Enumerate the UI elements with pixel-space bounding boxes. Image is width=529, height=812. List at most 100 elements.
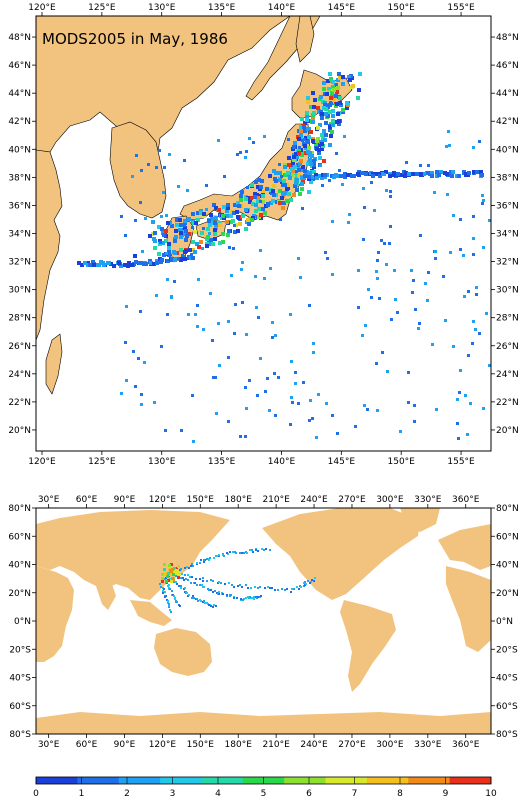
obs-cell xyxy=(181,254,184,257)
obs-cell xyxy=(164,572,167,575)
obs-cell xyxy=(307,146,311,150)
obs-cell xyxy=(427,164,430,167)
obs-cell xyxy=(439,170,443,174)
lon-tick-label: 140°E xyxy=(268,457,296,467)
obs-cell xyxy=(412,279,415,282)
lon-tick-label: 135°E xyxy=(208,3,236,13)
obs-cell xyxy=(179,223,183,227)
obs-cell xyxy=(292,193,296,197)
obs-cell xyxy=(163,166,166,169)
obs-cell xyxy=(175,601,177,603)
obs-cell xyxy=(97,263,101,267)
obs-cell xyxy=(327,87,331,91)
obs-cell xyxy=(206,580,208,582)
obs-cell xyxy=(444,319,447,322)
obs-cell xyxy=(329,77,333,81)
lon-tick-label: 140°E xyxy=(268,3,296,13)
lat-tick-label: 28°N xyxy=(496,314,519,324)
obs-cell xyxy=(303,144,307,148)
obs-cell xyxy=(191,226,194,229)
obs-cell xyxy=(229,214,233,218)
lat-tick-label: 80°S xyxy=(9,730,31,740)
obs-cell xyxy=(162,590,164,592)
obs-cell xyxy=(228,582,230,584)
obs-cell xyxy=(306,96,310,100)
obs-cell xyxy=(201,584,203,586)
obs-cell xyxy=(179,248,183,252)
obs-cell xyxy=(241,552,243,554)
obs-cell xyxy=(312,105,316,109)
obs-cell xyxy=(77,261,81,265)
obs-cell xyxy=(226,552,228,554)
obs-cell xyxy=(341,75,345,79)
obs-cell xyxy=(475,170,479,174)
obs-cell xyxy=(452,345,455,348)
obs-cell xyxy=(290,591,292,593)
obs-cell xyxy=(338,76,342,80)
obs-cell xyxy=(322,87,326,91)
obs-cell xyxy=(134,385,137,388)
lat-tick-label: 24°N xyxy=(496,370,519,380)
obs-cell xyxy=(259,586,261,588)
obs-cell xyxy=(249,596,251,598)
obs-cell xyxy=(181,573,183,575)
colorbar-label: 10 xyxy=(485,789,497,799)
colorbar-label: 4 xyxy=(215,789,221,799)
obs-cell xyxy=(168,603,170,605)
obs-cell xyxy=(299,125,303,129)
obs-cell xyxy=(252,141,255,144)
obs-cell xyxy=(209,292,212,295)
lon-tick-label: 30°E xyxy=(38,495,60,505)
obs-cell xyxy=(142,262,146,266)
lon-tick-label: 135°E xyxy=(208,457,236,467)
obs-cell xyxy=(195,578,197,580)
obs-cell xyxy=(231,584,233,586)
obs-cell xyxy=(264,390,267,393)
obs-cell xyxy=(452,214,455,217)
obs-cell xyxy=(175,581,177,583)
obs-cell xyxy=(331,114,335,118)
lat-tick-label: 20°N xyxy=(496,589,519,599)
lat-tick-label: 38°N xyxy=(8,173,31,183)
obs-cell xyxy=(237,204,241,208)
obs-cell xyxy=(92,263,96,267)
obs-cell xyxy=(170,257,174,261)
obs-cell xyxy=(414,308,417,311)
obs-cell xyxy=(176,583,178,585)
obs-cell xyxy=(134,219,137,222)
obs-cell xyxy=(188,594,190,596)
obs-cell xyxy=(184,567,186,569)
obs-cell xyxy=(147,163,150,166)
obs-cell xyxy=(301,165,305,169)
obs-cell xyxy=(293,184,297,188)
regional-map-ticks: 120°E 120°E 125°E 125°E 130°E 130°E 135°E 135°E… xyxy=(8,3,518,467)
lat-tick-label: 32°N xyxy=(496,258,519,268)
obs-cell xyxy=(226,203,230,207)
obs-cell xyxy=(229,551,231,553)
obs-cell xyxy=(233,224,236,227)
obs-cell xyxy=(475,293,478,296)
obs-cell xyxy=(292,155,296,159)
obs-cell xyxy=(227,420,230,423)
obs-cell xyxy=(380,239,383,242)
obs-cell xyxy=(306,100,310,104)
obs-cell xyxy=(143,361,146,364)
lat-tick-label: 20°S xyxy=(9,645,31,655)
obs-cell xyxy=(211,339,214,342)
obs-cell xyxy=(478,332,481,335)
obs-cell xyxy=(305,111,309,115)
lon-tick-label: 90°E xyxy=(114,495,136,505)
observation-cells-world xyxy=(159,548,316,613)
obs-cell xyxy=(152,262,156,266)
obs-cell xyxy=(180,585,182,587)
obs-cell xyxy=(83,261,87,265)
obs-cell xyxy=(232,247,235,250)
obs-cell xyxy=(306,150,310,154)
obs-cell xyxy=(149,261,153,265)
obs-cell xyxy=(445,145,448,148)
obs-cell xyxy=(315,436,318,439)
obs-cell xyxy=(182,232,186,236)
obs-cell xyxy=(220,582,222,584)
obs-cell xyxy=(343,172,347,176)
obs-cell xyxy=(437,173,441,177)
